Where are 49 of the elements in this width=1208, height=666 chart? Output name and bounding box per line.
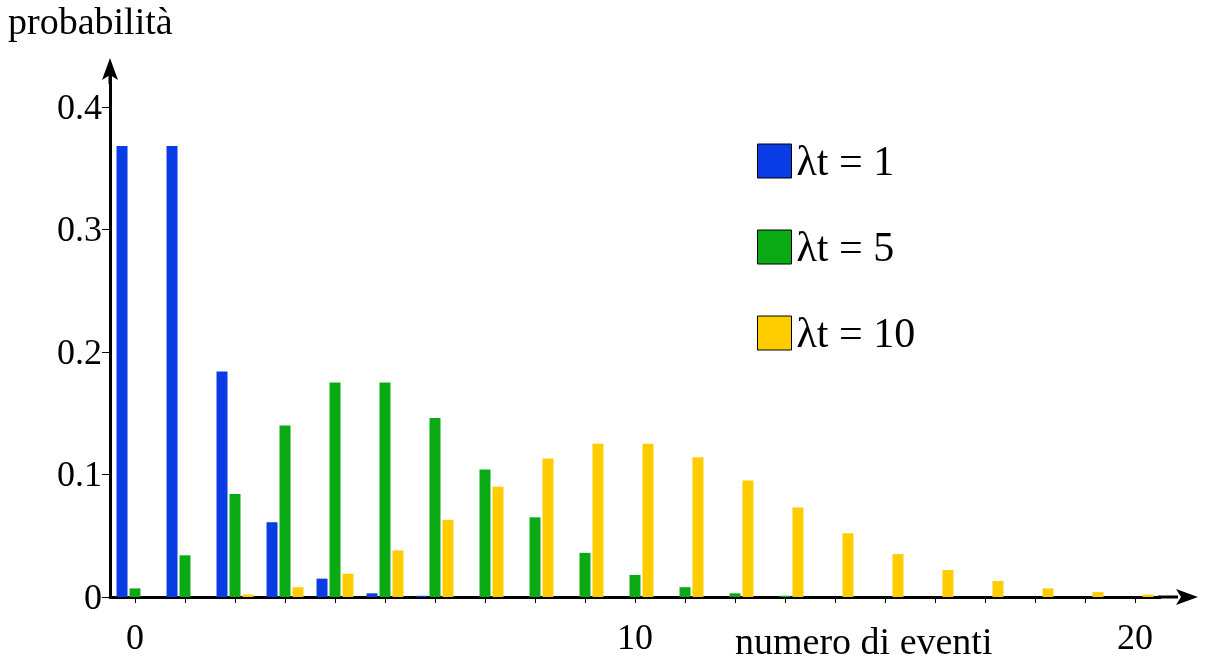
bar [229, 494, 241, 597]
bar [992, 581, 1004, 597]
bar [266, 522, 278, 597]
bar [592, 443, 604, 597]
x-tick-label: 10 [617, 617, 653, 657]
bar [892, 554, 904, 597]
legend-label: λt = 1 [796, 138, 895, 184]
bar [116, 145, 128, 597]
bar [842, 533, 854, 597]
bar [129, 588, 141, 597]
bar [366, 593, 378, 597]
bar [1092, 592, 1104, 597]
y-tick-label: 0.1 [57, 454, 102, 495]
bar [529, 517, 541, 597]
bar [442, 519, 454, 597]
bar [742, 480, 754, 597]
bar [279, 425, 291, 597]
bar [342, 573, 354, 597]
bar [479, 469, 491, 597]
x-tick-label: 0 [126, 617, 144, 657]
bar [379, 382, 391, 597]
bar [642, 443, 654, 597]
bar [492, 486, 504, 597]
x-axis-title: numero di eventi [735, 620, 993, 662]
legend-label: λt = 5 [796, 224, 895, 270]
bar [166, 145, 178, 597]
bar [1042, 588, 1054, 597]
bar [942, 570, 954, 597]
bar [429, 418, 441, 597]
bar [579, 552, 591, 597]
y-tick-label: 0.3 [57, 209, 102, 250]
y-tick-label: 0.2 [57, 331, 102, 372]
legend-label: λt = 10 [796, 310, 916, 356]
bar [329, 382, 341, 597]
bar [179, 555, 191, 597]
y-tick-label: 0.4 [57, 86, 102, 127]
bar [629, 574, 641, 597]
y-tick-label: 0 [84, 577, 102, 617]
bar [692, 457, 704, 597]
bar [392, 550, 404, 597]
bar [292, 587, 304, 597]
x-tick-label: 20 [1117, 617, 1153, 657]
bar [216, 371, 228, 597]
bar [542, 458, 554, 597]
bar [679, 587, 691, 597]
bar [316, 578, 328, 597]
y-axis-title: probabilità [8, 0, 173, 42]
bar [729, 593, 741, 597]
bar [792, 507, 804, 597]
